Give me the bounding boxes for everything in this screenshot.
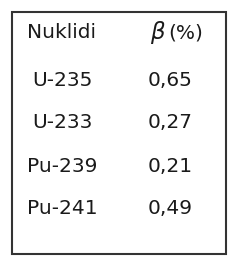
- Text: U-235: U-235: [32, 70, 92, 89]
- Text: 0,49: 0,49: [147, 200, 192, 218]
- Text: 0,27: 0,27: [147, 114, 192, 132]
- Text: Pu-239: Pu-239: [27, 156, 97, 176]
- Text: U-233: U-233: [32, 114, 92, 132]
- Text: (%): (%): [168, 23, 203, 43]
- Text: 0,21: 0,21: [147, 156, 193, 176]
- Text: Nuklidi: Nuklidi: [27, 23, 97, 43]
- Bar: [12, 12, 226, 254]
- Text: 0,65: 0,65: [147, 70, 192, 89]
- Text: $\beta$: $\beta$: [150, 19, 166, 47]
- Text: Pu-241: Pu-241: [27, 200, 97, 218]
